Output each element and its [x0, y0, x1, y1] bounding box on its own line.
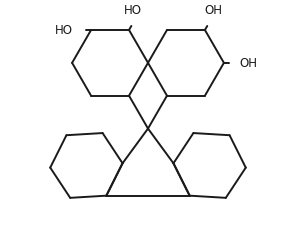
Text: OH: OH: [205, 4, 223, 17]
Text: HO: HO: [55, 24, 73, 37]
Text: OH: OH: [239, 57, 257, 70]
Text: HO: HO: [124, 4, 142, 17]
